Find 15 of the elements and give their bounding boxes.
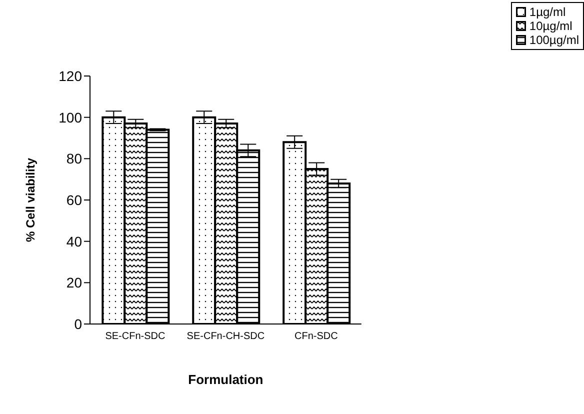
x-tick-label: CFn-SDC (294, 331, 338, 342)
legend-label: 100µg/ml (529, 33, 579, 47)
legend-label: 10µg/ml (529, 19, 572, 33)
y-tick-label: 40 (66, 233, 82, 250)
y-tick-label: 80 (66, 150, 82, 167)
x-tick-label: SE-CFn-SDC (105, 331, 166, 342)
legend-label: 1µg/ml (529, 5, 566, 19)
y-tick-label: 20 (66, 274, 82, 291)
y-axis-title: % Cell viability (23, 158, 38, 242)
y-tick-label: 120 (58, 68, 82, 84)
y-tick-label: 60 (66, 192, 82, 208)
x-tick-label: SE-CFn-CH-SDC (186, 331, 265, 342)
x-axis-title: Formulation (188, 372, 264, 387)
y-tick-label: 0 (74, 316, 82, 332)
y-tick-label: 100 (58, 109, 82, 126)
